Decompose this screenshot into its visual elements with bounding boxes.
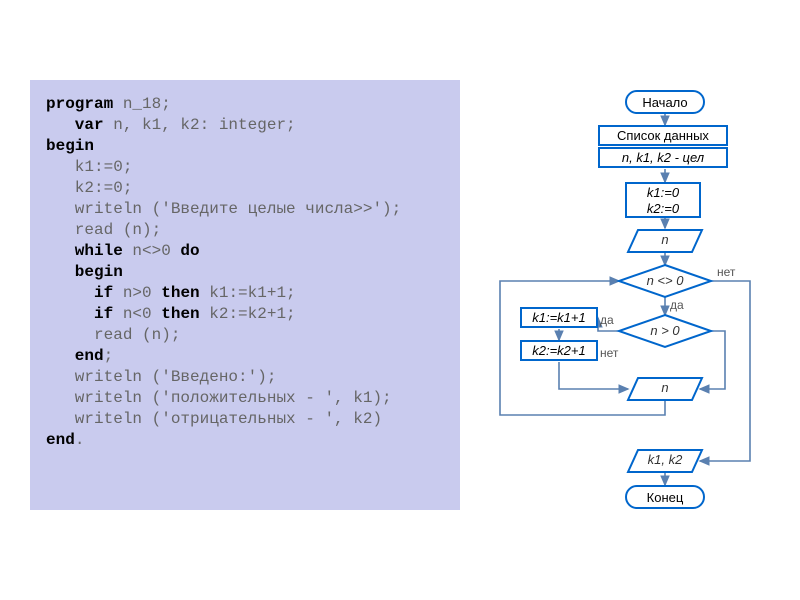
id: n>0 bbox=[113, 284, 161, 302]
id: k1:=k1+1; bbox=[200, 284, 296, 302]
flow-read1-label: n bbox=[661, 232, 668, 247]
code-line: if n<0 then k2:=k2+1; bbox=[46, 304, 444, 325]
code-line: program n_18; bbox=[46, 94, 444, 115]
code-line: var n, k1, k2: integer; bbox=[46, 115, 444, 136]
kw: begin bbox=[46, 137, 94, 155]
code-line: begin bbox=[46, 136, 444, 157]
flow-init1: k1:=0 bbox=[633, 185, 693, 201]
flow-datalist: Список данных bbox=[598, 125, 728, 146]
code-line: k2:=0; bbox=[46, 178, 444, 199]
flow-init: k1:=0 k2:=0 bbox=[625, 182, 701, 218]
kw: do bbox=[180, 242, 199, 260]
id: k2:=k2+1; bbox=[200, 305, 296, 323]
code-line: read (n); bbox=[46, 325, 444, 346]
flow-no-2: нет bbox=[600, 346, 618, 360]
kw: program bbox=[46, 95, 113, 113]
flow-cond1-label: n <> 0 bbox=[647, 273, 685, 288]
id: n<>0 bbox=[123, 242, 181, 260]
code-line: k1:=0; bbox=[46, 157, 444, 178]
kw: then bbox=[161, 305, 199, 323]
kw: end bbox=[46, 431, 75, 449]
flow-act1: k1:=k1+1 bbox=[520, 307, 598, 328]
flow-out-label: k1, k2 bbox=[648, 452, 683, 467]
kw: while bbox=[46, 242, 123, 260]
id: n<0 bbox=[113, 305, 161, 323]
flow-read2-label: n bbox=[661, 380, 668, 395]
kw: end bbox=[46, 347, 104, 365]
code-line: writeln ('отрицательных - ', k2) bbox=[46, 409, 444, 430]
flow-yes-1: да bbox=[670, 298, 684, 312]
flow-init2: k2:=0 bbox=[633, 201, 693, 217]
id: ; bbox=[104, 347, 114, 365]
flowchart: n n <> 0 n > 0 n k1, k2 Начало Список да… bbox=[470, 70, 800, 590]
code-line: begin bbox=[46, 262, 444, 283]
flow-vars: n, k1, k2 - цел bbox=[598, 147, 728, 168]
flow-no-1: нет bbox=[717, 265, 735, 279]
code-line: if n>0 then k1:=k1+1; bbox=[46, 283, 444, 304]
flow-cond2-label: n > 0 bbox=[650, 323, 680, 338]
code-line: end; bbox=[46, 346, 444, 367]
flow-act2: k2:=k2+1 bbox=[520, 340, 598, 361]
flow-end: Конец bbox=[625, 485, 705, 509]
code-line: writeln ('положительных - ', k1); bbox=[46, 388, 444, 409]
flow-start: Начало bbox=[625, 90, 705, 114]
id: . bbox=[75, 431, 85, 449]
id: ; bbox=[286, 116, 296, 134]
kw: begin bbox=[46, 263, 123, 281]
id: n_18; bbox=[113, 95, 171, 113]
type: integer bbox=[219, 116, 286, 134]
code-line: read (n); bbox=[46, 220, 444, 241]
id: n, k1, k2: bbox=[104, 116, 219, 134]
flow-yes-2: да bbox=[600, 313, 614, 327]
code-line: writeln ('Введено:'); bbox=[46, 367, 444, 388]
kw: if bbox=[46, 284, 113, 302]
kw: if bbox=[46, 305, 113, 323]
code-line: while n<>0 do bbox=[46, 241, 444, 262]
code-line: writeln ('Введите целые числа>>'); bbox=[46, 199, 444, 220]
code-line: end. bbox=[46, 430, 444, 451]
code-panel: program n_18; var n, k1, k2: integer; be… bbox=[30, 80, 460, 510]
kw: then bbox=[161, 284, 199, 302]
kw: var bbox=[46, 116, 104, 134]
